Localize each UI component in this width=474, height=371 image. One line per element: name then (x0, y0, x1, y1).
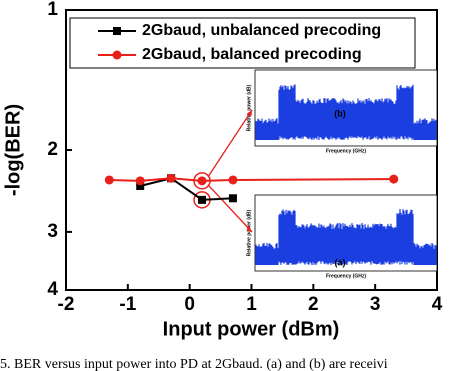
marker (228, 175, 238, 185)
arrow (207, 184, 253, 233)
inset-x-label: Frequency (GHz) (326, 273, 366, 279)
caption: 5. BER versus input power into PD at 2Gb… (0, 357, 388, 371)
series-line (139, 177, 234, 201)
inset-spectrum (255, 209, 437, 265)
arrow-head (246, 110, 252, 116)
x-tick-label: -1 (119, 294, 136, 315)
x-tick-label: 2 (308, 294, 319, 315)
inset-label: (a) (335, 257, 346, 267)
arrow-head (246, 225, 252, 232)
y-tick-label: 1 (47, 0, 58, 20)
legend-label: 2Gbaud, balanced precoding (142, 46, 362, 63)
series-line (109, 177, 394, 182)
y-tick-label: 2 (47, 139, 58, 160)
x-axis-label: Input power (dBm) (163, 318, 340, 340)
inset-label: (b) (334, 108, 346, 118)
marker (135, 176, 145, 186)
marker (136, 181, 145, 190)
legend-label: 2Gbaud, unbalanced precoding (142, 22, 381, 39)
arrow (207, 109, 253, 178)
y-tick-label: 4 (47, 279, 58, 300)
inset-y-label: Relative power (dB) (246, 209, 252, 256)
y-tick-label: 3 (47, 221, 58, 242)
x-tick-label: -2 (58, 294, 75, 315)
x-tick-label: 4 (432, 294, 443, 315)
marker (389, 174, 399, 184)
marker (166, 173, 176, 183)
legend-marker (112, 50, 122, 60)
inset-spectrum (255, 84, 437, 140)
marker (104, 175, 114, 185)
x-tick-label: 0 (184, 294, 195, 315)
x-tick-label: 1 (246, 294, 257, 315)
inset-y-label: Relative power (dB) (246, 84, 252, 131)
inset-x-label: Frequency (GHz) (326, 148, 366, 154)
marker (198, 195, 207, 204)
marker (197, 176, 207, 186)
y-axis-label: -log(BER) (2, 104, 24, 196)
legend-frame (69, 17, 416, 69)
x-tick-label: 3 (370, 294, 381, 315)
legend-marker (113, 27, 121, 35)
marker (228, 194, 237, 203)
